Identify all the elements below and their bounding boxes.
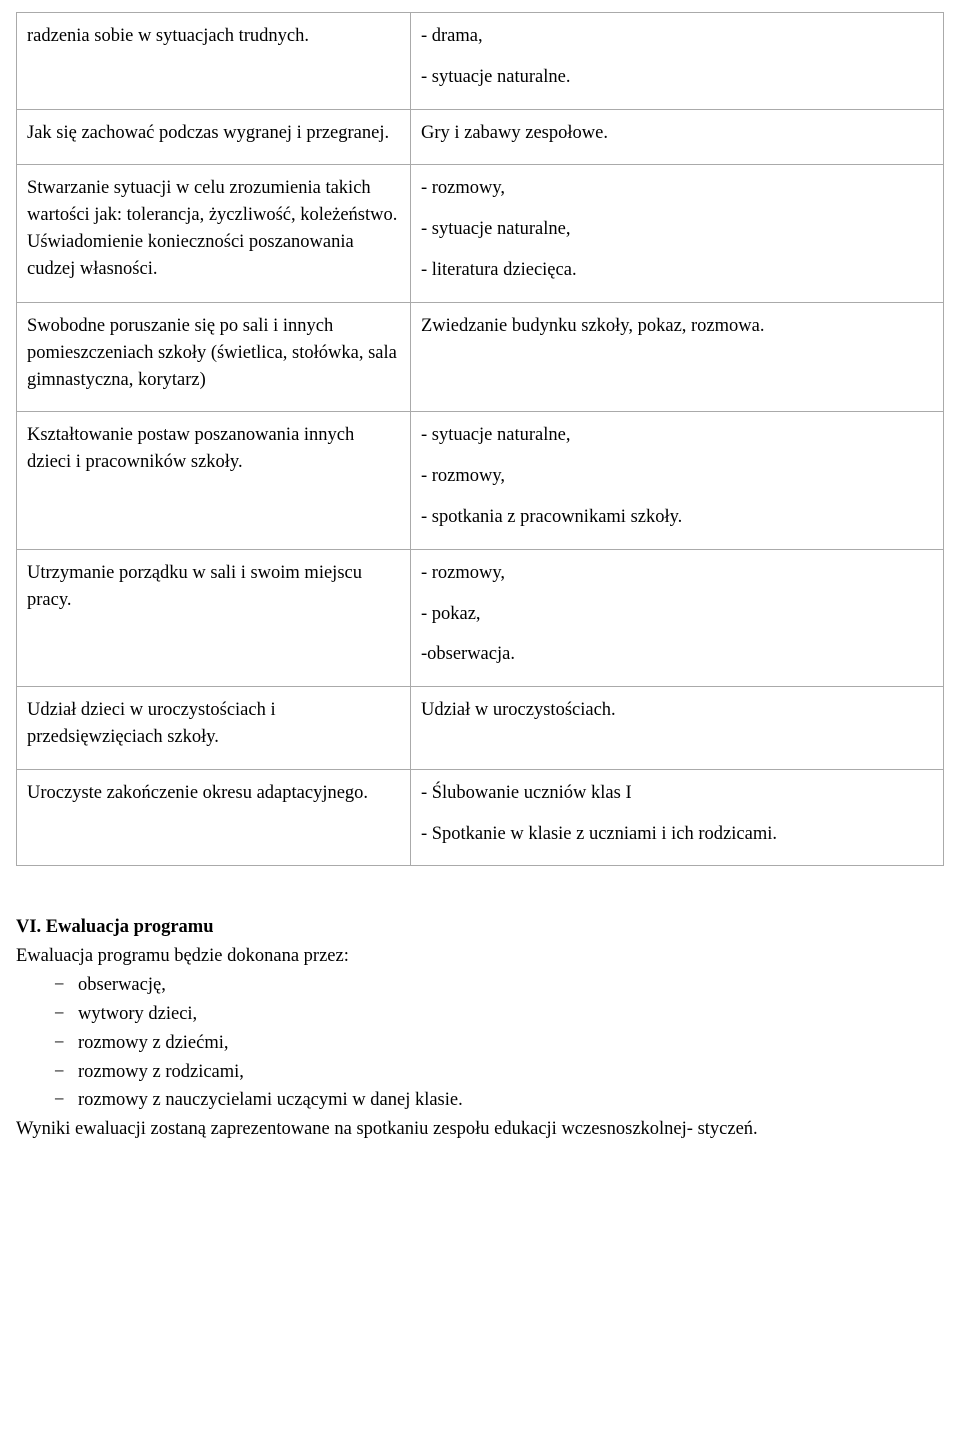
cell-paragraph: Utrzymanie porządku w sali i swoim miejs… [27,560,400,614]
table-cell-right: - rozmowy, - sytuacje naturalne, - literat… [410,165,943,302]
bullet-list: obserwację,wytwory dzieci,rozmowy z dzie… [16,972,944,1114]
cell-paragraph: - pokaz, [421,601,933,628]
cell-paragraph: Gry i zabawy zespołowe. [421,120,933,147]
cell-paragraph: Udział w uroczystościach. [421,697,933,724]
cell-paragraph: radzenia sobie w sytuacjach trudnych. [27,23,400,50]
table-row: radzenia sobie w sytuacjach trudnych. - d… [17,13,944,110]
cell-paragraph: Udział dzieci w uroczystościach i przeds… [27,697,400,751]
table-cell-left: Jak się zachować podczas wygranej i prze… [17,109,411,165]
table-row: Utrzymanie porządku w sali i swoim miejs… [17,549,944,686]
table-row: Swobodne poruszanie się po sali i innych… [17,302,944,411]
table-cell-left: Uroczyste zakończenie okresu adaptacyjne… [17,769,411,866]
table-row: Uroczyste zakończenie okresu adaptacyjne… [17,769,944,866]
cell-paragraph: Swobodne poruszanie się po sali i innych… [27,313,400,393]
cell-paragraph: - Spotkanie w klasie z uczniami i ich ro… [421,821,933,848]
cell-paragraph: Uroczyste zakończenie okresu adaptacyjne… [27,780,400,807]
cell-paragraph: - Ślubowanie uczniów klas I [421,780,933,807]
table-row: Kształtowanie postaw poszanowania innych… [17,412,944,549]
bullet-item: rozmowy z dziećmi, [54,1030,944,1057]
table-cell-left: Swobodne poruszanie się po sali i innych… [17,302,411,411]
table-cell-right: Zwiedzanie budynku szkoły, pokaz, rozmow… [410,302,943,411]
cell-paragraph: - rozmowy, [421,560,933,587]
table-cell-left: Utrzymanie porządku w sali i swoim miejs… [17,549,411,686]
content-table: radzenia sobie w sytuacjach trudnych. - d… [16,12,944,866]
cell-paragraph: Kształtowanie postaw poszanowania innych… [27,422,400,476]
bullet-item: obserwację, [54,972,944,999]
table-cell-right: Udział w uroczystościach. [410,687,943,770]
cell-paragraph: Stwarzanie sytuacji w celu zrozumienia t… [27,175,400,282]
table-cell-left: radzenia sobie w sytuacjach trudnych. [17,13,411,110]
cell-paragraph: - rozmowy, [421,175,933,202]
table-body: radzenia sobie w sytuacjach trudnych. - d… [17,13,944,866]
cell-paragraph: Jak się zachować podczas wygranej i prze… [27,120,400,147]
table-cell-right: - Ślubowanie uczniów klas I - Spotkanie w… [410,769,943,866]
cell-paragraph: Zwiedzanie budynku szkoły, pokaz, rozmow… [421,313,933,340]
table-cell-right: - drama, - sytuacje naturalne. [410,13,943,110]
table-row: Jak się zachować podczas wygranej i prze… [17,109,944,165]
cell-paragraph: - literatura dziecięca. [421,257,933,284]
cell-paragraph: - drama, [421,23,933,50]
bullet-item: rozmowy z nauczycielami uczącymi w danej… [54,1087,944,1114]
table-cell-right: - sytuacje naturalne, - rozmowy, - spotkan… [410,412,943,549]
table-cell-right: Gry i zabawy zespołowe. [410,109,943,165]
table-row: Stwarzanie sytuacji w celu zrozumienia t… [17,165,944,302]
cell-paragraph: - spotkania z pracownikami szkoły. [421,504,933,531]
table-row: Udział dzieci w uroczystościach i przeds… [17,687,944,770]
bullet-item: wytwory dzieci, [54,1001,944,1028]
table-cell-left: Kształtowanie postaw poszanowania innych… [17,412,411,549]
cell-paragraph: -obserwacja. [421,641,933,668]
cell-paragraph: - rozmowy, [421,463,933,490]
table-cell-left: Udział dzieci w uroczystościach i przeds… [17,687,411,770]
closing-paragraph: Wyniki ewaluacji zostaną zaprezentowane … [16,1116,944,1143]
cell-paragraph: - sytuacje naturalne, [421,216,933,243]
cell-paragraph: - sytuacje naturalne. [421,64,933,91]
table-cell-right: - rozmowy, - pokaz, -obserwacja. [410,549,943,686]
section-heading: VI. Ewaluacja programu [16,914,944,941]
table-cell-left: Stwarzanie sytuacji w celu zrozumienia t… [17,165,411,302]
bullet-item: rozmowy z rodzicami, [54,1059,944,1086]
intro-line: Ewaluacja programu będzie dokonana przez… [16,943,944,970]
cell-paragraph: - sytuacje naturalne, [421,422,933,449]
